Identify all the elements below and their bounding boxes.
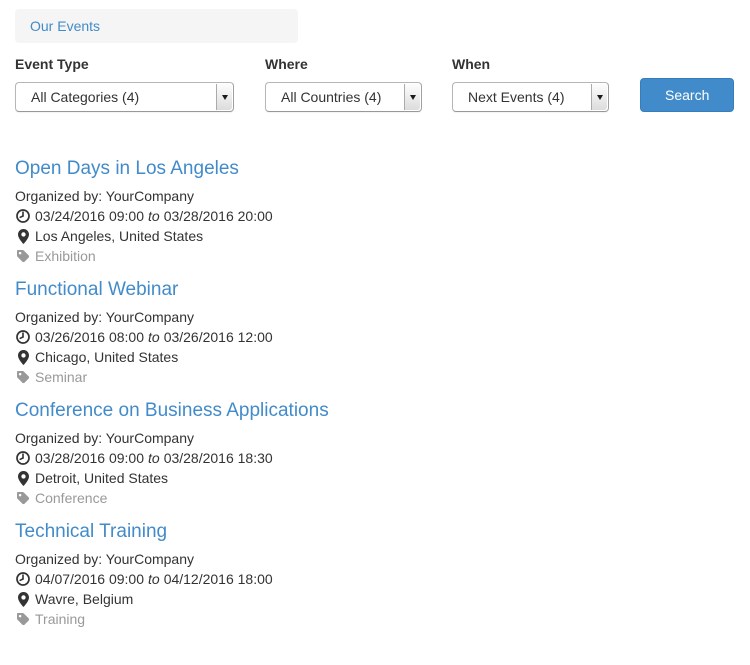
breadcrumb-our-events[interactable]: Our Events xyxy=(30,18,101,34)
event-date-range: 04/07/2016 09:00 to 04/12/2016 18:00 xyxy=(35,569,273,589)
event-type-select[interactable]: All Categories (4) xyxy=(16,83,233,111)
event-date-range: 03/26/2016 08:00 to 03/26/2016 12:00 xyxy=(35,327,273,347)
event-location: Los Angeles, United States xyxy=(15,226,735,246)
date-start: 03/24/2016 09:00 xyxy=(35,208,144,224)
category-text: Training xyxy=(35,611,86,627)
map-marker-icon xyxy=(15,470,31,486)
where-label: Where xyxy=(265,56,308,72)
date-end: 03/26/2016 12:00 xyxy=(163,329,273,345)
location-text: Wavre, Belgium xyxy=(35,591,134,607)
when-select[interactable]: Next Events (4) xyxy=(453,83,608,111)
event-location: Chicago, United States xyxy=(15,347,735,367)
filter-event-type: Event Type All Categories (4) xyxy=(15,56,234,112)
event-organizer: Organized by: YourCompany xyxy=(15,549,735,569)
date-end: 04/12/2016 18:00 xyxy=(163,571,273,587)
event-title-link[interactable]: Functional Webinar xyxy=(15,279,179,300)
event-organizer: Organized by: YourCompany xyxy=(15,428,735,448)
tag-icon xyxy=(15,491,31,505)
event-category: Conference xyxy=(15,488,735,508)
date-separator: to xyxy=(148,571,160,587)
event-date-range: 03/24/2016 09:00 to 03/28/2016 20:00 xyxy=(35,206,273,226)
tag-icon xyxy=(15,370,31,384)
where-select[interactable]: All Countries (4) xyxy=(266,83,421,111)
organizer-text: Organized by: YourCompany xyxy=(15,430,194,446)
clock-icon xyxy=(15,330,31,344)
date-separator: to xyxy=(148,208,160,224)
event-location: Wavre, Belgium xyxy=(15,589,735,609)
event-title: Conference on Business Applications xyxy=(15,399,735,422)
organizer-text: Organized by: YourCompany xyxy=(15,188,194,204)
filters-bar: Event Type All Categories (4) Where All … xyxy=(15,56,735,112)
event-title-link[interactable]: Technical Training xyxy=(15,521,168,542)
event-type-select-wrap: All Categories (4) xyxy=(15,82,234,112)
organizer-text: Organized by: YourCompany xyxy=(15,309,194,325)
date-end: 03/28/2016 20:00 xyxy=(163,208,273,224)
event-location: Detroit, United States xyxy=(15,468,735,488)
date-separator: to xyxy=(148,450,160,466)
category-text: Exhibition xyxy=(35,248,96,264)
event-item: Functional Webinar Organized by: YourCom… xyxy=(15,278,735,387)
event-organizer: Organized by: YourCompany xyxy=(15,186,735,206)
event-organizer: Organized by: YourCompany xyxy=(15,307,735,327)
event-dates: 04/07/2016 09:00 to 04/12/2016 18:00 xyxy=(15,569,735,589)
date-end: 03/28/2016 18:30 xyxy=(163,450,273,466)
event-title: Open Days in Los Angeles xyxy=(15,157,735,180)
date-start: 03/26/2016 08:00 xyxy=(35,329,144,345)
filter-when: When Next Events (4) xyxy=(452,56,609,112)
event-date-range: 03/28/2016 09:00 to 03/28/2016 18:30 xyxy=(35,448,273,468)
event-category: Seminar xyxy=(15,367,735,387)
location-text: Los Angeles, United States xyxy=(35,228,204,244)
events-page: Our Events Event Type All Categories (4)… xyxy=(0,0,750,629)
event-item: Conference on Business Applications Orga… xyxy=(15,399,735,508)
organizer-text: Organized by: YourCompany xyxy=(15,551,194,567)
event-item: Technical Training Organized by: YourCom… xyxy=(15,520,735,629)
when-label: When xyxy=(452,56,491,72)
tag-icon xyxy=(15,249,31,263)
map-marker-icon xyxy=(15,228,31,244)
location-text: Detroit, United States xyxy=(35,470,169,486)
event-dates: 03/24/2016 09:00 to 03/28/2016 20:00 xyxy=(15,206,735,226)
event-title: Technical Training xyxy=(15,520,735,543)
event-title: Functional Webinar xyxy=(15,278,735,301)
map-marker-icon xyxy=(15,349,31,365)
event-title-link[interactable]: Conference on Business Applications xyxy=(15,400,329,421)
date-separator: to xyxy=(148,329,160,345)
category-text: Conference xyxy=(35,490,108,506)
events-list: Open Days in Los Angeles Organized by: Y… xyxy=(15,157,735,629)
date-start: 04/07/2016 09:00 xyxy=(35,571,144,587)
event-category: Training xyxy=(15,609,735,629)
event-dates: 03/26/2016 08:00 to 03/26/2016 12:00 xyxy=(15,327,735,347)
date-start: 03/28/2016 09:00 xyxy=(35,450,144,466)
where-select-wrap: All Countries (4) xyxy=(265,82,422,112)
filter-where: Where All Countries (4) xyxy=(265,56,422,112)
event-item: Open Days in Los Angeles Organized by: Y… xyxy=(15,157,735,266)
breadcrumb: Our Events xyxy=(15,9,298,43)
event-type-label: Event Type xyxy=(15,56,89,72)
clock-icon xyxy=(15,451,31,465)
clock-icon xyxy=(15,572,31,586)
map-marker-icon xyxy=(15,591,31,607)
when-select-wrap: Next Events (4) xyxy=(452,82,609,112)
clock-icon xyxy=(15,209,31,223)
event-dates: 03/28/2016 09:00 to 03/28/2016 18:30 xyxy=(15,448,735,468)
category-text: Seminar xyxy=(35,369,88,385)
tag-icon xyxy=(15,612,31,626)
location-text: Chicago, United States xyxy=(35,349,179,365)
search-button[interactable]: Search xyxy=(640,78,735,112)
event-category: Exhibition xyxy=(15,246,735,266)
event-title-link[interactable]: Open Days in Los Angeles xyxy=(15,158,239,179)
